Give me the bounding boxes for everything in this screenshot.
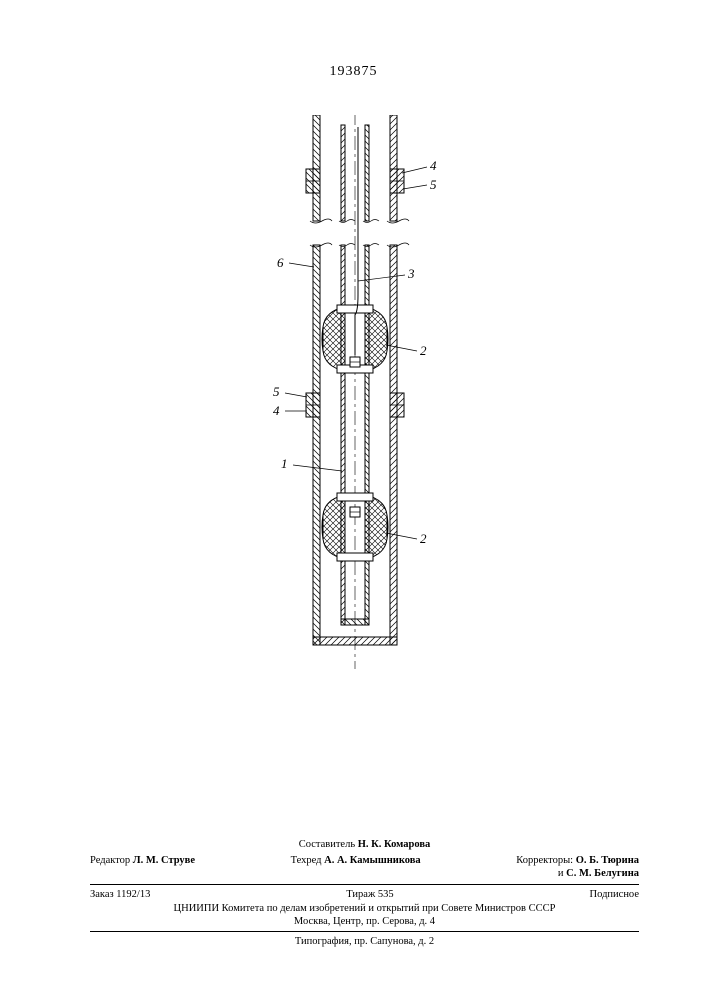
correctors-label: Корректоры: [516,855,573,866]
tirazh: Тираж 535 [346,888,393,901]
tirazh-value: 535 [378,889,394,900]
typo-line: Типография, пр. Сапунова, д. 2 [90,935,639,948]
compiler-label: Составитель [299,839,355,850]
credits-block: Составитель Н. К. Комарова Редактор Л. М… [90,838,639,948]
packer-lower [322,493,388,561]
techred-name: А. А. Камышникова [324,855,421,866]
compiler-line: Составитель Н. К. Комарова [90,838,639,851]
corrector2: С. М. Белугина [566,868,639,879]
label-4b: 4 [273,403,280,418]
org-line2: Москва, Центр, пр. Серова, д. 4 [90,915,639,928]
tirazh-label: Тираж [346,889,375,900]
and: и [558,868,564,879]
divider-2 [90,931,639,932]
figure-svg: 4 5 6 3 2 5 4 1 2 [255,115,455,675]
technical-figure: 4 5 6 3 2 5 4 1 2 [255,115,455,680]
correctors-cell: Корректоры: О. Б. Тюрина и С. М. Белугин… [516,854,639,880]
org-line1: ЦНИИПИ Комитета по делам изобретений и о… [90,902,639,915]
page-number: 193875 [0,64,707,80]
label-5a: 5 [430,177,437,192]
compiler-name: Н. К. Комарова [358,839,431,850]
label-2b: 2 [420,531,427,546]
label-5b: 5 [273,384,280,399]
techred-label: Техред [291,855,322,866]
corrector1: О. Б. Тюрина [576,855,639,866]
podpisnoe: Подписное [590,888,639,901]
order: Заказ 1192/13 [90,888,150,901]
editor-cell: Редактор Л. М. Струве [90,854,195,867]
divider-1 [90,884,639,885]
label-3: 3 [407,266,415,281]
label-2a: 2 [420,343,427,358]
cable [355,127,358,355]
label-6: 6 [277,255,284,270]
label-4a: 4 [430,158,437,173]
techred-cell: Техред А. А. Камышникова [195,854,516,867]
editor-name: Л. М. Струве [133,855,195,866]
editor-label: Редактор [90,855,130,866]
label-1: 1 [281,456,288,471]
